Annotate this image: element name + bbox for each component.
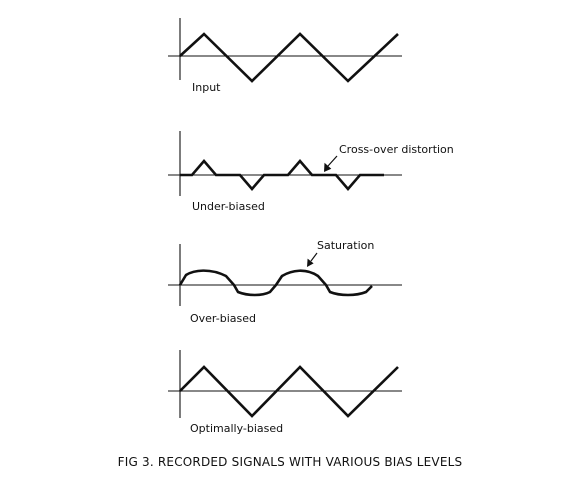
figure-caption: FIG 3. RECORDED SIGNALS WITH VARIOUS BIA… (118, 455, 463, 469)
over-biased-waveform (178, 269, 373, 297)
panel-optimally-biased: Optimally-biased (168, 350, 402, 435)
under-biased-label: Under-biased (192, 200, 265, 213)
optimally-biased-label: Optimally-biased (190, 422, 283, 435)
panel-under-biased: Under-biased Cross-over distortion (168, 131, 454, 213)
panel-input: Input (168, 18, 402, 94)
optimally-biased-waveform (179, 365, 399, 418)
over-biased-label: Over-biased (190, 312, 256, 325)
crossover-arrow (327, 155, 338, 167)
crossover-arrowhead (324, 162, 332, 172)
input-waveform (179, 32, 399, 83)
under-biased-waveform (180, 159, 384, 191)
saturation-annotation: Saturation (317, 239, 374, 252)
panel-over-biased: Over-biased Saturation (168, 239, 402, 325)
saturation-arrowhead (307, 258, 314, 267)
saturation-arrow (310, 252, 318, 262)
crossover-annotation: Cross-over distortion (339, 143, 454, 156)
input-label: Input (192, 81, 221, 94)
